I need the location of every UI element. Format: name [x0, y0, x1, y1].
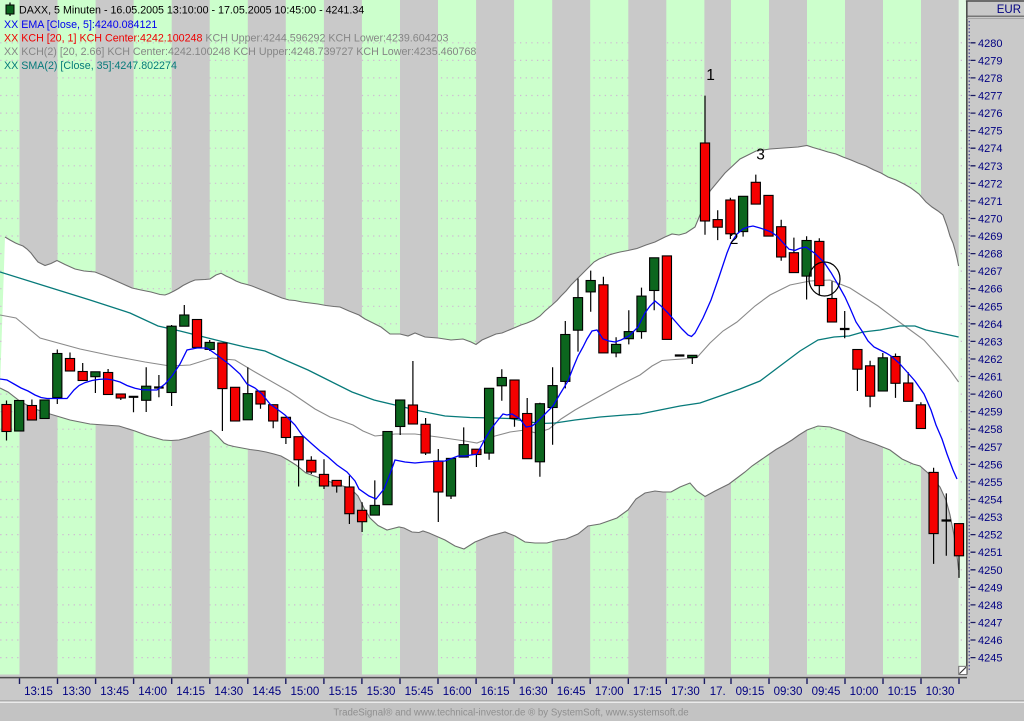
svg-text:15:15: 15:15 — [329, 686, 358, 698]
svg-text:4268: 4268 — [978, 249, 1002, 261]
svg-text:4272: 4272 — [978, 178, 1002, 190]
svg-text:XX KCH [20, 1] KCH Center:4242: XX KCH [20, 1] KCH Center:4242.100248 KC… — [4, 33, 448, 45]
svg-text:4257: 4257 — [978, 442, 1002, 454]
svg-text:3: 3 — [756, 147, 765, 164]
svg-text:4277: 4277 — [978, 91, 1002, 103]
svg-text:4246: 4246 — [978, 635, 1002, 647]
svg-text:4247: 4247 — [978, 618, 1002, 630]
svg-text:17:15: 17:15 — [633, 686, 662, 698]
svg-text:16:15: 16:15 — [481, 686, 510, 698]
svg-text:4271: 4271 — [978, 196, 1002, 208]
svg-text:4255: 4255 — [978, 477, 1002, 489]
svg-text:10:00: 10:00 — [850, 686, 879, 698]
svg-text:4274: 4274 — [978, 143, 1002, 155]
svg-text:10:15: 10:15 — [888, 686, 917, 698]
svg-text:17.: 17. — [710, 686, 726, 698]
svg-text:4279: 4279 — [978, 55, 1002, 67]
svg-text:4251: 4251 — [978, 547, 1002, 559]
svg-text:4245: 4245 — [978, 653, 1002, 665]
svg-text:13:45: 13:45 — [100, 686, 129, 698]
svg-text:4266: 4266 — [978, 284, 1002, 296]
svg-text:4259: 4259 — [978, 407, 1002, 419]
svg-text:09:45: 09:45 — [812, 686, 841, 698]
svg-text:4273: 4273 — [978, 161, 1002, 173]
svg-text:13:30: 13:30 — [62, 686, 91, 698]
svg-text:15:00: 15:00 — [291, 686, 320, 698]
svg-text:4263: 4263 — [978, 336, 1002, 348]
svg-text:XX SMA(2) [Close, 35]:4247.802: XX SMA(2) [Close, 35]:4247.802274 — [4, 60, 177, 72]
svg-text:4258: 4258 — [978, 424, 1002, 436]
svg-text:14:15: 14:15 — [176, 686, 205, 698]
svg-text:4256: 4256 — [978, 459, 1002, 471]
svg-text:4278: 4278 — [978, 73, 1002, 85]
svg-text:4252: 4252 — [978, 530, 1002, 542]
svg-text:XX EMA [Close, 5]:4240.084121: XX EMA [Close, 5]:4240.084121 — [4, 19, 157, 31]
svg-text:DAXX, 5 Minuten - 16.05.2005 1: DAXX, 5 Minuten - 16.05.2005 13:10:00 - … — [19, 5, 364, 17]
svg-text:4280: 4280 — [978, 38, 1002, 50]
svg-text:14:00: 14:00 — [138, 686, 167, 698]
svg-text:15:45: 15:45 — [405, 686, 434, 698]
svg-text:16:00: 16:00 — [443, 686, 472, 698]
svg-text:4262: 4262 — [978, 354, 1002, 366]
svg-text:EUR: EUR — [997, 4, 1021, 16]
svg-text:4253: 4253 — [978, 512, 1002, 524]
svg-text:4270: 4270 — [978, 214, 1002, 226]
svg-text:4248: 4248 — [978, 600, 1002, 612]
svg-text:10:30: 10:30 — [926, 686, 955, 698]
svg-text:4254: 4254 — [978, 495, 1002, 507]
svg-text:16:30: 16:30 — [519, 686, 548, 698]
svg-text:4264: 4264 — [978, 319, 1002, 331]
svg-text:4276: 4276 — [978, 108, 1002, 120]
svg-text:4249: 4249 — [978, 582, 1002, 594]
svg-text:4261: 4261 — [978, 372, 1002, 384]
svg-text:09:15: 09:15 — [736, 686, 765, 698]
svg-text:15:30: 15:30 — [367, 686, 396, 698]
svg-text:4260: 4260 — [978, 389, 1002, 401]
svg-text:14:45: 14:45 — [252, 686, 281, 698]
svg-text:14:30: 14:30 — [214, 686, 243, 698]
svg-text:4265: 4265 — [978, 301, 1002, 313]
svg-text:4275: 4275 — [978, 126, 1002, 138]
svg-text:4269: 4269 — [978, 231, 1002, 243]
svg-text:4267: 4267 — [978, 266, 1002, 278]
svg-text:09:30: 09:30 — [774, 686, 803, 698]
svg-text:4250: 4250 — [978, 565, 1002, 577]
svg-text:17:00: 17:00 — [595, 686, 624, 698]
svg-text:13:15: 13:15 — [24, 686, 53, 698]
svg-text:XX KCH(2) [20, 2.66] KCH Cente: XX KCH(2) [20, 2.66] KCH Center:4242.100… — [4, 46, 476, 58]
svg-text:1: 1 — [706, 67, 715, 84]
svg-text:17:30: 17:30 — [671, 686, 700, 698]
svg-text:TradeSignal® and www.technical: TradeSignal® and www.technical-investor.… — [333, 708, 688, 719]
svg-text:16:45: 16:45 — [557, 686, 586, 698]
svg-text:2: 2 — [730, 231, 739, 248]
